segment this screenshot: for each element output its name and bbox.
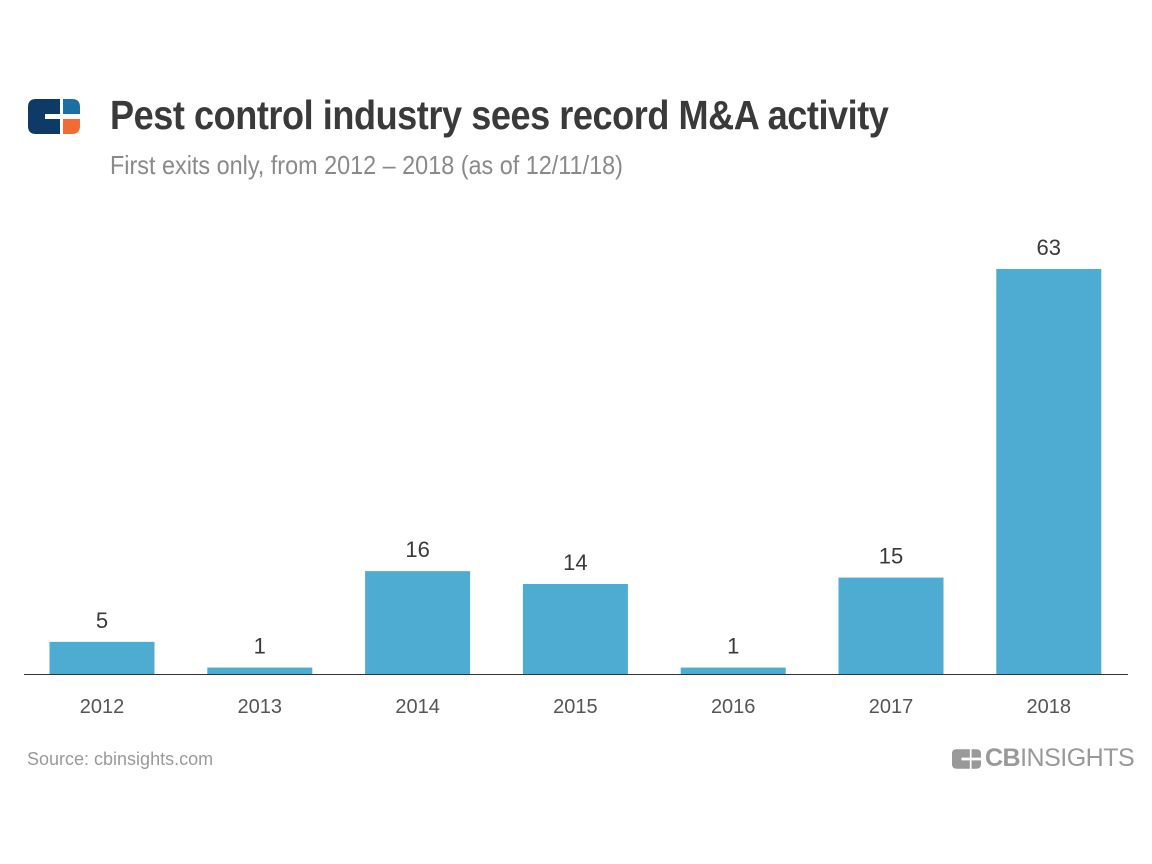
chart-subtitle: First exits only, from 2012 – 2018 (as o… [110, 150, 623, 180]
source-note: Source: cbinsights.com [27, 749, 214, 769]
bar-2016 [680, 667, 786, 674]
data-label-2013: 1 [254, 634, 266, 659]
x-tick-label-2017: 2017 [869, 696, 914, 718]
bar-2013 [207, 667, 313, 674]
cb-insights-logo [28, 99, 80, 134]
x-tick-label-2015: 2015 [553, 696, 598, 718]
bar-2015 [522, 584, 628, 674]
bar-2018 [996, 269, 1102, 674]
chart-title: Pest control industry sees record M&A ac… [110, 92, 889, 138]
x-tick-label-2013: 2013 [238, 696, 283, 718]
bar-2012 [49, 641, 155, 674]
data-label-2016: 1 [727, 634, 739, 659]
bar-2014 [365, 571, 471, 674]
data-label-2018: 63 [1037, 235, 1061, 260]
data-label-2017: 15 [879, 544, 903, 569]
brand-wordmark: CBINSIGHTS [985, 744, 1135, 772]
cb-logo-icon [952, 748, 981, 769]
x-tick-label-2016: 2016 [711, 696, 756, 718]
data-label-2014: 16 [405, 537, 429, 562]
bar-2017 [838, 577, 944, 674]
data-label-2015: 14 [563, 550, 587, 575]
x-tick-label-2012: 2012 [80, 696, 125, 718]
x-tick-label-2014: 2014 [395, 696, 440, 718]
brand-logo: CBINSIGHTS [952, 744, 1135, 773]
data-label-2012: 5 [96, 608, 108, 633]
x-tick-label-2018: 2018 [1027, 696, 1072, 718]
